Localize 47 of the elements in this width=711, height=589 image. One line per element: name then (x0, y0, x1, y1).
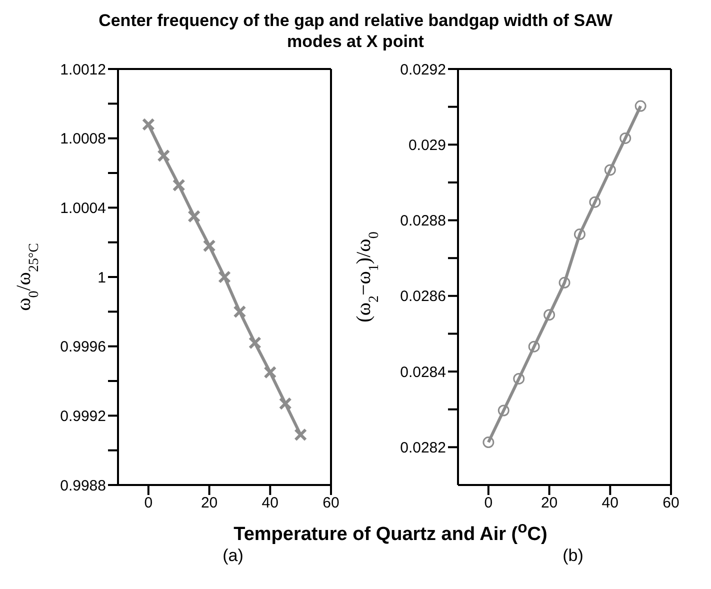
point (528, 340, 540, 352)
x-axis-title: Temperature of Quartz and Air ($^{o}$C) (234, 520, 548, 546)
point (248, 336, 262, 350)
y-tick-label: 0.0282 (400, 440, 446, 457)
x-tick-label: 0 (484, 494, 493, 512)
text: (a) (222, 546, 244, 566)
chart-title: Center frequency of the gap and relative bandgap width of SAW modes at X point (98, 11, 612, 51)
x-tick-label: 60 (322, 494, 340, 512)
y-tick-label: 0.029 (408, 136, 446, 154)
point (589, 196, 601, 208)
x-tick-label: 20 (540, 494, 558, 512)
x-tick-label: 60 (662, 494, 680, 512)
point (233, 305, 246, 318)
y-tick-label: 0.9996 (60, 338, 106, 356)
point (188, 210, 201, 223)
y-tick-label: 1 (98, 269, 106, 286)
point (202, 239, 216, 252)
y-tick-label: 0.0288 (400, 212, 446, 230)
y-tick-label: 0.9992 (60, 408, 106, 425)
point (604, 164, 616, 176)
point (157, 149, 170, 162)
point (294, 428, 308, 442)
y-tick-label: 0.9988 (60, 477, 106, 494)
point (513, 372, 525, 384)
y-tick-label: 0.0284 (400, 364, 446, 381)
point (218, 270, 231, 284)
point (544, 309, 556, 321)
point (558, 276, 570, 288)
y-tick-label: 1.0004 (60, 200, 106, 217)
point (142, 118, 155, 131)
text: (b) (562, 546, 584, 566)
y-tick-label: 0.0286 (400, 288, 446, 306)
point (574, 228, 586, 240)
y-tick-label: 1.0012 (60, 61, 106, 78)
point (482, 436, 494, 448)
point (634, 100, 646, 112)
x-tick-label: 0 (144, 494, 153, 512)
point (278, 397, 292, 410)
y-tick-label: 1.0008 (60, 130, 106, 148)
x-tick-label: 20 (200, 494, 218, 512)
point (264, 366, 277, 379)
point (172, 178, 186, 192)
x-tick-label: 40 (602, 494, 618, 512)
y-tick-label: 0.0292 (400, 61, 446, 78)
x-tick-label: 40 (262, 494, 278, 512)
point (498, 404, 510, 416)
point (620, 132, 632, 144)
